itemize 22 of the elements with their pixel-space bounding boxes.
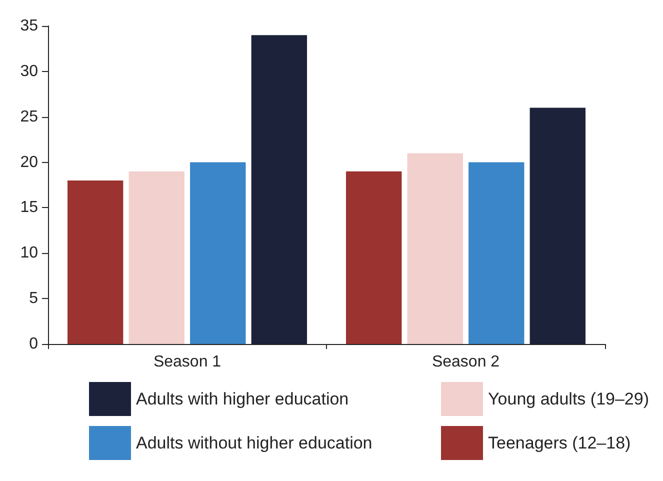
x-tick-label: Season 2 [432, 354, 500, 370]
bar [407, 153, 463, 344]
legend-label: Teenagers (12–18) [488, 434, 631, 452]
y-tick-label: 25 [20, 108, 38, 126]
legend-label: Young adults (19–29) [488, 390, 650, 408]
bar [190, 162, 246, 344]
y-tick-label: 10 [20, 244, 38, 262]
legend-label: Adults without higher education [136, 434, 372, 452]
y-tick-label: 5 [29, 290, 38, 308]
y-tick-label: 0 [29, 336, 38, 352]
bar [530, 108, 586, 344]
bar [346, 171, 402, 344]
x-tick-label: Season 1 [153, 354, 222, 370]
bar [251, 35, 308, 344]
y-tick-label: 30 [20, 62, 38, 80]
bar [128, 171, 184, 344]
y-tick-label: 20 [20, 154, 38, 171]
y-tick-label: 35 [20, 18, 38, 34]
bar [67, 180, 124, 344]
bar [468, 162, 524, 344]
y-tick-label: 15 [20, 199, 38, 216]
legend-label: Adults with higher education [136, 390, 349, 408]
